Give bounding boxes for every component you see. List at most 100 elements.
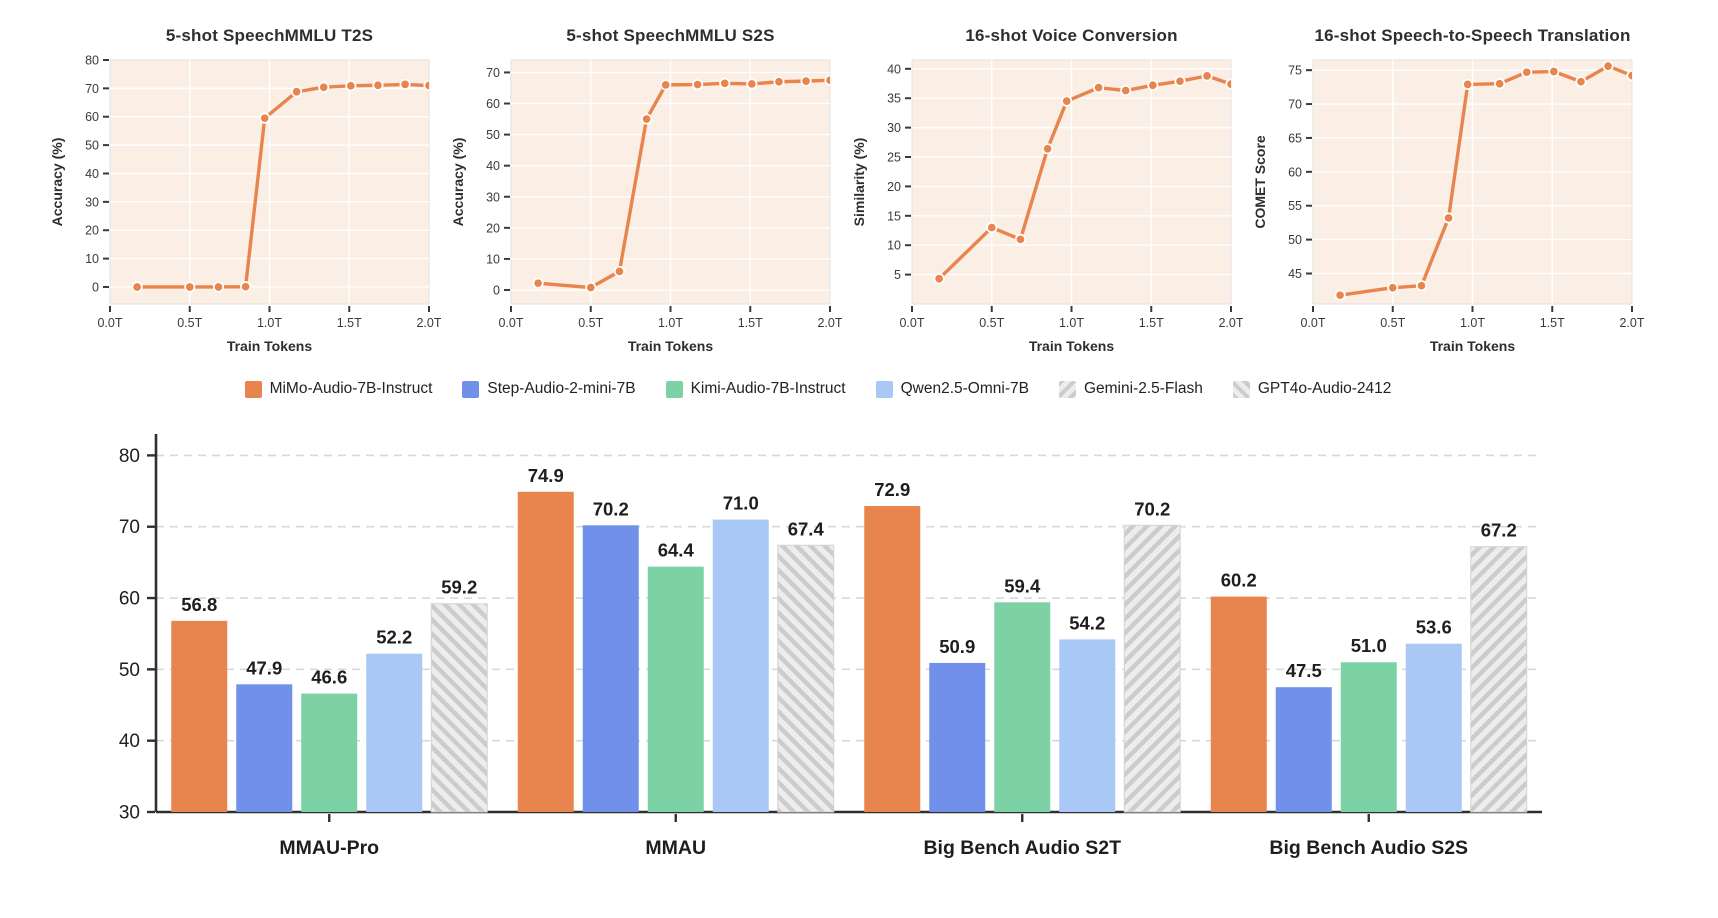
svg-text:60: 60 bbox=[85, 110, 99, 124]
svg-text:Train Tokens: Train Tokens bbox=[628, 338, 714, 354]
bar-Kimi-Audio-7B-Instruct bbox=[647, 566, 704, 812]
legend-swatch-5 bbox=[1232, 380, 1250, 398]
svg-text:MMAU-Pro: MMAU-Pro bbox=[279, 837, 379, 859]
svg-text:70.2: 70.2 bbox=[1134, 498, 1170, 519]
svg-text:55: 55 bbox=[1288, 199, 1302, 213]
legend-item-MiMo-Audio-7B-Instruct: MiMo-Audio-7B-Instruct bbox=[244, 380, 433, 398]
legend-label-0: MiMo-Audio-7B-Instruct bbox=[269, 380, 433, 397]
bar-Step-Audio-2-mini-7B bbox=[1275, 687, 1332, 812]
bar-Kimi-Audio-7B-Instruct bbox=[301, 693, 358, 812]
line-plot-s2s-translation: 45 50 55 60 65 70 75 0.0T 0.5T 1.0T 1.5T 2.0T Train … bbox=[1252, 59, 1644, 354]
svg-text:Accuracy (%): Accuracy (%) bbox=[49, 138, 65, 227]
legend-label-3: Qwen2.5-Omni-7B bbox=[900, 380, 1029, 397]
legend-item-Kimi-Audio-7B-Instruct: Kimi-Audio-7B-Instruct bbox=[665, 380, 846, 398]
legend-swatch-4 bbox=[1058, 380, 1076, 398]
svg-text:2.0T: 2.0T bbox=[1619, 316, 1644, 330]
svg-text:65: 65 bbox=[1288, 131, 1302, 145]
svg-text:70: 70 bbox=[119, 517, 140, 538]
svg-text:0: 0 bbox=[92, 280, 99, 294]
bar-Step-Audio-2-mini-7B bbox=[582, 525, 639, 812]
svg-text:67.4: 67.4 bbox=[788, 518, 825, 539]
svg-text:0.0T: 0.0T bbox=[97, 316, 122, 330]
bar-Gemini-2.5-Flash bbox=[777, 544, 835, 813]
svg-text:Train Tokens: Train Tokens bbox=[227, 338, 313, 354]
svg-text:1.0T: 1.0T bbox=[1059, 316, 1084, 330]
svg-text:50: 50 bbox=[85, 139, 99, 153]
svg-text:20: 20 bbox=[486, 221, 500, 235]
chart-voice-conversion: 16-shot Voice Conversion 5 10 15 20 25 30 35 40… bbox=[848, 24, 1243, 360]
svg-text:Accuracy (%): Accuracy (%) bbox=[450, 138, 466, 227]
bar-Kimi-Audio-7B-Instruct bbox=[1340, 662, 1397, 812]
svg-text:MMAU: MMAU bbox=[645, 837, 706, 859]
svg-text:30: 30 bbox=[85, 195, 99, 209]
svg-text:1.0T: 1.0T bbox=[658, 316, 683, 330]
legend-label-2: Kimi-Audio-7B-Instruct bbox=[690, 380, 846, 397]
svg-text:10: 10 bbox=[486, 252, 500, 266]
svg-text:0.0T: 0.0T bbox=[1300, 316, 1325, 330]
bar-MiMo-Audio-7B-Instruct bbox=[517, 491, 574, 812]
svg-text:0.5T: 0.5T bbox=[578, 316, 603, 330]
svg-text:75: 75 bbox=[1288, 64, 1302, 78]
bar-Kimi-Audio-7B-Instruct bbox=[994, 602, 1051, 812]
svg-text:10: 10 bbox=[887, 239, 901, 253]
bar-MiMo-Audio-7B-Instruct bbox=[171, 620, 228, 812]
bar-Step-Audio-2-mini-7B bbox=[236, 684, 293, 812]
legend-item-GPT4o-Audio-2412: GPT4o-Audio-2412 bbox=[1232, 380, 1392, 398]
svg-text:40: 40 bbox=[887, 62, 901, 76]
svg-text:0.5T: 0.5T bbox=[979, 316, 1004, 330]
svg-text:25: 25 bbox=[887, 151, 901, 165]
svg-text:50: 50 bbox=[486, 128, 500, 142]
svg-text:Big Bench Audio S2T: Big Bench Audio S2T bbox=[923, 837, 1121, 859]
line-plot-speechmmlu-t2s: 0 10 20 30 40 50 60 70 80 0.0T 0.5T 1.0T 1.5T 2.0T Tra… bbox=[49, 54, 441, 355]
svg-text:1.5T: 1.5T bbox=[1540, 316, 1565, 330]
svg-text:59.2: 59.2 bbox=[441, 577, 477, 598]
bar-Qwen2.5-Omni-7B bbox=[1405, 643, 1462, 812]
svg-text:Similarity (%): Similarity (%) bbox=[851, 138, 867, 227]
svg-text:70.2: 70.2 bbox=[593, 498, 629, 519]
svg-text:1.0T: 1.0T bbox=[257, 316, 282, 330]
legend-label-5: GPT4o-Audio-2412 bbox=[1257, 380, 1392, 397]
svg-text:10: 10 bbox=[85, 252, 99, 266]
chart-s2s-translation: 16-shot Speech-to-Speech Translation 45 5… bbox=[1249, 24, 1644, 360]
legend-swatch-0 bbox=[244, 380, 262, 398]
svg-text:COMET Score: COMET Score bbox=[1252, 135, 1268, 229]
svg-text:20: 20 bbox=[85, 224, 99, 238]
svg-text:0.0T: 0.0T bbox=[899, 316, 924, 330]
bar-Qwen2.5-Omni-7B bbox=[1059, 639, 1116, 812]
svg-text:50.9: 50.9 bbox=[939, 636, 975, 657]
svg-text:60: 60 bbox=[1288, 165, 1302, 179]
svg-text:2.0T: 2.0T bbox=[1218, 316, 1243, 330]
svg-text:53.6: 53.6 bbox=[1416, 617, 1452, 638]
training-curves-row: 5-shot SpeechMMLU T2S 0 10 20 30 40 50 60 70 80 0… bbox=[0, 0, 1718, 360]
legend-swatch-2 bbox=[665, 380, 683, 398]
bar-GPT4o-Audio-2412 bbox=[1470, 546, 1528, 813]
chart-title-speechmmlu-t2s: 5-shot SpeechMMLU T2S bbox=[165, 26, 374, 45]
chart-speechmmlu-t2s: 5-shot SpeechMMLU T2S 0 10 20 30 40 50 60 70 80 0… bbox=[46, 24, 441, 360]
svg-text:64.4: 64.4 bbox=[658, 540, 695, 561]
svg-text:59.4: 59.4 bbox=[1004, 575, 1041, 596]
legend-item-Gemini-2.5-Flash: Gemini-2.5-Flash bbox=[1058, 380, 1203, 398]
svg-text:70: 70 bbox=[1288, 98, 1302, 112]
bar-MiMo-Audio-7B-Instruct bbox=[1210, 596, 1267, 812]
svg-text:50: 50 bbox=[119, 660, 140, 681]
bar-Step-Audio-2-mini-7B bbox=[929, 662, 986, 812]
svg-text:47.5: 47.5 bbox=[1286, 660, 1322, 681]
svg-text:40: 40 bbox=[85, 167, 99, 181]
legend-swatch-1 bbox=[462, 380, 480, 398]
svg-text:56.8: 56.8 bbox=[181, 594, 217, 615]
legend-swatch-3 bbox=[875, 380, 893, 398]
svg-text:Train Tokens: Train Tokens bbox=[1430, 338, 1516, 354]
svg-text:74.9: 74.9 bbox=[528, 465, 564, 486]
svg-text:67.2: 67.2 bbox=[1481, 520, 1517, 541]
svg-text:35: 35 bbox=[887, 92, 901, 106]
legend-label-1: Step-Audio-2-mini-7B bbox=[487, 380, 636, 397]
svg-text:71.0: 71.0 bbox=[723, 493, 759, 514]
bar-Qwen2.5-Omni-7B bbox=[366, 653, 423, 812]
benchmark-bar-chart-section: MiMo-Audio-7B-Instruct Step-Audio-2-mini-… bbox=[78, 374, 1718, 882]
svg-text:70: 70 bbox=[486, 66, 500, 80]
svg-text:1.0T: 1.0T bbox=[1460, 316, 1485, 330]
legend-item-Qwen2.5-Omni-7B: Qwen2.5-Omni-7B bbox=[875, 380, 1029, 398]
chart-title-s2s-translation: 16-shot Speech-to-Speech Translation bbox=[1314, 26, 1631, 45]
svg-text:40: 40 bbox=[486, 159, 500, 173]
bar-MiMo-Audio-7B-Instruct bbox=[864, 506, 921, 812]
